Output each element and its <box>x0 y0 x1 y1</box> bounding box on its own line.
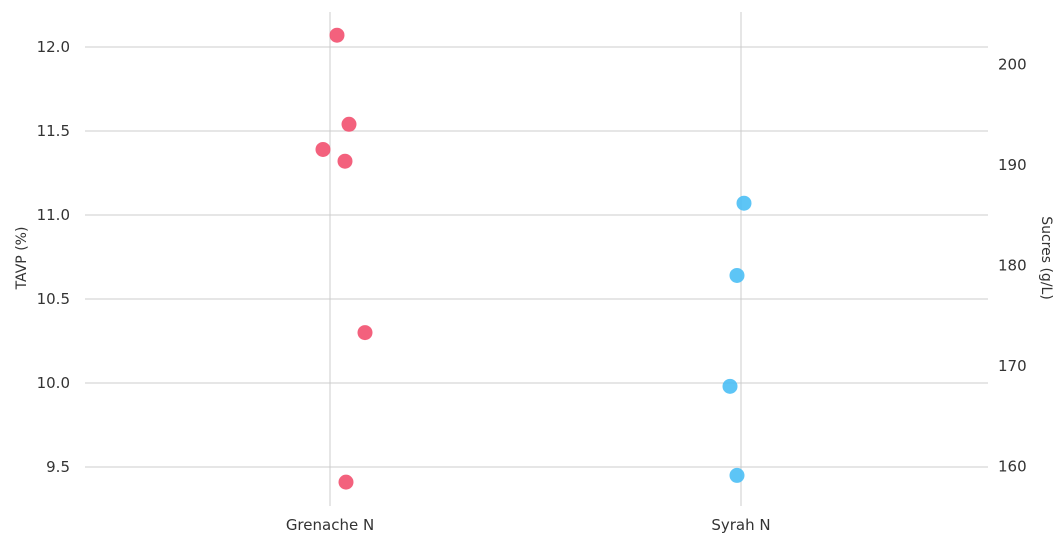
left-tick-label: 9.5 <box>46 458 70 476</box>
data-point <box>315 141 331 157</box>
category-lines <box>329 12 742 506</box>
category-label: Grenache N <box>286 516 374 534</box>
data-point <box>338 474 354 490</box>
right-tick-label: 170 <box>998 357 1027 375</box>
right-axis-ticks: 160 170 180 190 200 <box>998 56 1027 476</box>
grid-lines <box>85 46 988 468</box>
right-tick-label: 200 <box>998 56 1027 74</box>
data-points <box>315 27 752 490</box>
category-label: Syrah N <box>711 516 770 534</box>
left-axis-title: TAVP (%) <box>14 227 30 291</box>
data-point <box>729 467 745 483</box>
right-axis-title: Sucres (g/L) <box>1038 216 1054 300</box>
left-tick-label: 10.5 <box>37 290 70 308</box>
left-tick-label: 11.5 <box>37 122 70 140</box>
left-tick-label: 12.0 <box>37 38 70 56</box>
data-point <box>736 195 752 211</box>
data-point <box>341 116 357 132</box>
right-tick-label: 190 <box>998 156 1027 174</box>
left-tick-label: 11.0 <box>37 206 70 224</box>
right-tick-label: 180 <box>998 257 1027 275</box>
left-axis-ticks: 9.5 10.0 10.5 11.0 11.5 12.0 <box>37 38 70 476</box>
data-point <box>357 325 373 341</box>
data-point <box>722 378 738 394</box>
category-labels: Grenache N Syrah N <box>286 516 771 534</box>
data-point <box>329 27 345 43</box>
data-point <box>337 153 353 169</box>
right-tick-label: 160 <box>998 458 1027 476</box>
left-tick-label: 10.0 <box>37 374 70 392</box>
data-point <box>729 267 745 283</box>
